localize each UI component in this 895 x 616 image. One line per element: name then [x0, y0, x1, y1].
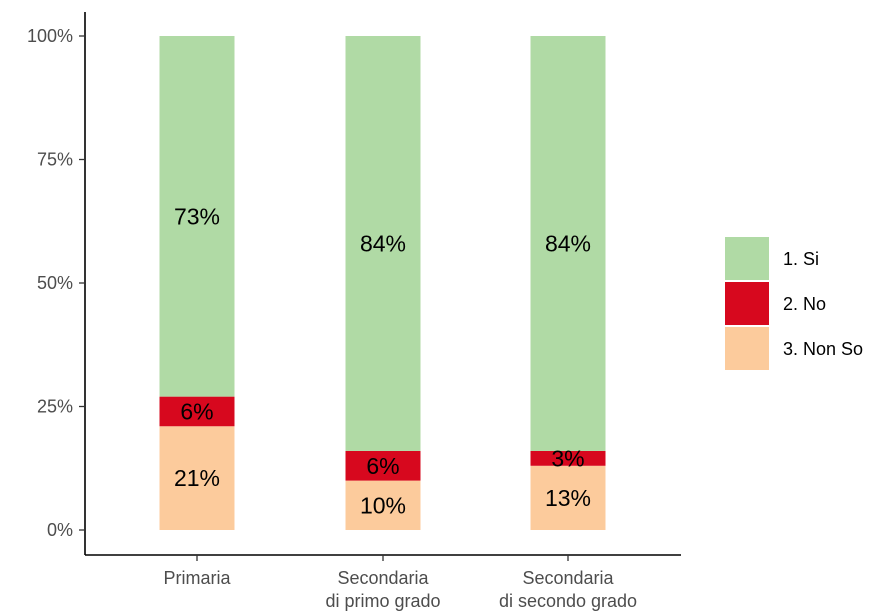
x-ticks-group: Primaria Secondaria di primo grado Secondar… [163, 555, 637, 611]
data-label: 10% [360, 492, 406, 518]
x-tick-label: di primo grado [325, 591, 440, 611]
data-label: 6% [180, 398, 213, 424]
data-label: 13% [545, 485, 591, 511]
bar-segment [159, 36, 235, 397]
y-tick-label: 75% [37, 150, 73, 170]
legend-label: 3. Non So [783, 339, 863, 359]
y-tick-label: 0% [47, 520, 73, 540]
x-tick-label: Secondaria [337, 568, 429, 588]
data-label: 6% [366, 453, 399, 479]
data-label: 3% [551, 445, 584, 471]
bars-group [159, 36, 606, 530]
y-tick-label: 25% [37, 397, 73, 417]
bar-segment [530, 450, 606, 466]
x-tick-label: di secondo grado [499, 591, 637, 611]
legend-swatch [725, 282, 769, 325]
data-label: 84% [360, 230, 406, 256]
legend-label: 2. No [783, 294, 826, 314]
bar-segment [345, 450, 421, 481]
bar-segment [530, 36, 606, 451]
data-label: 21% [174, 465, 220, 491]
bar-segment [159, 396, 235, 427]
legend: 1. Si 2. No 3. Non So [725, 237, 863, 370]
legend-swatch [725, 237, 769, 280]
bar-segment [345, 36, 421, 451]
data-label: 84% [545, 230, 591, 256]
bar-segment [159, 426, 235, 530]
y-tick-label: 100% [27, 26, 73, 46]
x-tick-label: Secondaria [522, 568, 614, 588]
y-tick-label: 50% [37, 273, 73, 293]
legend-swatch [725, 327, 769, 370]
data-label: 73% [174, 203, 220, 229]
data-labels-group: 21% 6% 73% 10% 6% 84% 13% 3% 84% [174, 203, 591, 518]
bar-segment [530, 465, 606, 530]
x-tick-label: Primaria [163, 568, 231, 588]
legend-label: 1. Si [783, 249, 819, 269]
y-ticks-group: 0% 25% 50% 75% 100% [27, 26, 85, 540]
bar-segment [345, 480, 421, 530]
